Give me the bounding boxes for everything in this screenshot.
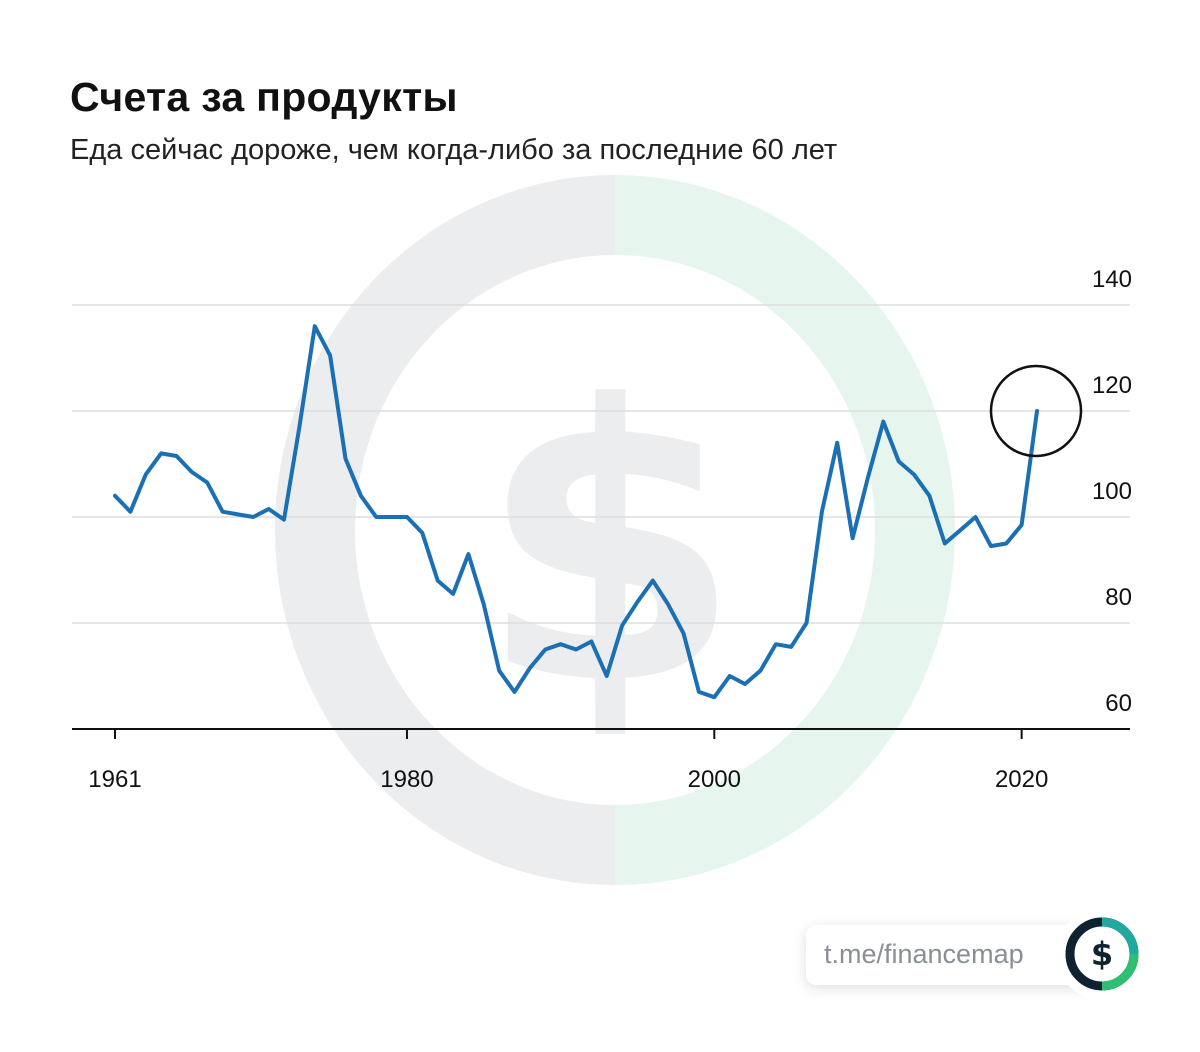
y-tick-label-80: 80 (1105, 584, 1132, 611)
finance-logo-icon: $ (1056, 908, 1148, 1000)
chart-title: Счета за продукты (70, 74, 458, 120)
logo-dollar-symbol: $ (1091, 935, 1113, 973)
y-tick-label-60: 60 (1105, 690, 1132, 717)
x-tick-label-2020: 2020 (995, 766, 1048, 793)
x-tick-label-2000: 2000 (688, 766, 741, 793)
chart-subtitle: Еда сейчас дороже, чем когда-либо за пос… (70, 134, 838, 166)
y-tick-label-140: 140 (1092, 266, 1132, 293)
series-line-0 (113, 324, 1039, 700)
channel-link[interactable]: t.me/financemap (824, 939, 1024, 969)
x-tick-label-1980: 1980 (380, 766, 433, 793)
dollar-watermark: $ (275, 175, 955, 885)
y-tick-label-120: 120 (1092, 372, 1132, 399)
highlight-circle (989, 364, 1083, 458)
channel-badge[interactable]: t.me/financemap (806, 925, 1106, 985)
x-tick-label-1961: 1961 (88, 766, 141, 793)
y-tick-label-100: 100 (1092, 478, 1132, 505)
dollar-watermark-icon: $ (478, 325, 742, 768)
